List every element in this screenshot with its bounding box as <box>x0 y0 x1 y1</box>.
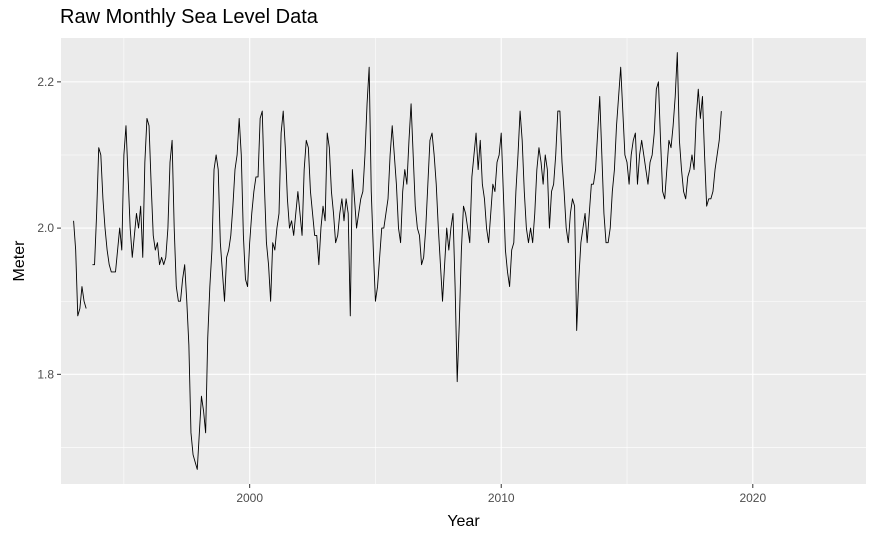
major-gridlines <box>61 38 866 484</box>
x-tick-label: 2000 <box>236 491 263 505</box>
plot-panel <box>61 38 866 484</box>
y-axis-title: Meter <box>11 240 28 282</box>
y-tick-label: 2.2 <box>37 75 54 89</box>
y-tick-label: 1.8 <box>37 367 54 381</box>
x-tick-label: 2010 <box>488 491 515 505</box>
x-axis-ticks: 2000 2010 2020 <box>236 484 766 505</box>
x-axis-title: Year <box>447 513 480 530</box>
series-layer <box>73 52 722 470</box>
y-tick-label: 2.0 <box>37 221 54 235</box>
series-line-1 <box>73 52 722 470</box>
y-axis-ticks: 1.8 2.0 2.2 <box>37 75 61 381</box>
minor-gridlines <box>61 38 866 484</box>
chart-title: Raw Monthly Sea Level Data <box>60 6 318 28</box>
x-tick-label: 2020 <box>739 491 766 505</box>
